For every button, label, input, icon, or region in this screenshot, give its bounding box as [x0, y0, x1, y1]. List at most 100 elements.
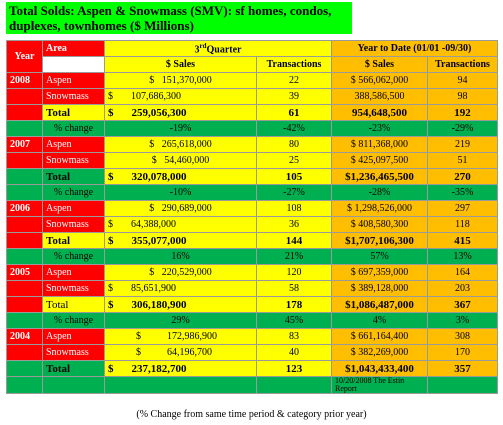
area-header: Area: [42, 40, 105, 57]
table-row: Total $306,180,900 178 $1,086,487,000 36…: [6, 296, 498, 313]
q3-sales-cell: -19%: [104, 120, 257, 137]
q3-sales-cell: $172,986,900: [104, 328, 257, 345]
year-cell: [6, 232, 43, 249]
table-row: 10/20/2008 The Estin Report: [6, 376, 498, 394]
area-cell: Snowmass: [42, 152, 105, 169]
ytd-sales-cell: 57%: [331, 248, 428, 265]
currency-symbol: $: [350, 331, 356, 342]
year-header: Year: [6, 40, 43, 73]
q3-sales-cell: 29%: [104, 312, 257, 329]
ytd-tx-cell: 192: [427, 104, 498, 121]
q3-sales-value: 320,078,000: [131, 170, 187, 183]
ytd-tx-cell: 3%: [427, 312, 498, 329]
ytd-tx-cell: 203: [427, 280, 498, 297]
area-cell: % change: [42, 312, 105, 329]
ytd-tx-cell: 308: [427, 328, 498, 345]
ytd-tx-cell: 118: [427, 216, 498, 233]
ytd-sales-cell: $ 566,062,000: [331, 72, 428, 89]
q3-sales-cell: $ 151,370,000: [104, 72, 257, 89]
year-cell: [6, 296, 43, 313]
area-subheader-blank: [42, 56, 105, 73]
area-cell: Aspen: [42, 328, 105, 345]
ytd-tx-cell: 270: [427, 168, 498, 185]
q3-sales-cell: 16%: [104, 248, 257, 265]
table-row: Snowmass $107,686,300 39 388,586,500 98: [6, 88, 498, 105]
area-cell: Total: [42, 104, 105, 121]
ytd-sales-value: 566,062,000: [358, 75, 409, 86]
q3-tx-header: Transactions: [256, 56, 332, 73]
area-cell: Aspen: [42, 264, 105, 281]
area-cell: Snowmass: [42, 280, 105, 297]
q3-tx-cell: 83: [256, 328, 332, 345]
table-row: Total $259,056,300 61 954,648,500 192: [6, 104, 498, 121]
q3-tx-cell: 144: [256, 232, 332, 249]
q3-tx-cell: 120: [256, 264, 332, 281]
area-cell: Snowmass: [42, 216, 105, 233]
ytd-sales-cell: -23%: [331, 120, 428, 137]
q3-tx-cell: 45%: [256, 312, 332, 329]
ytd-sales-cell: $ 408,580,300: [331, 216, 428, 233]
year-cell: 2005: [6, 264, 43, 281]
q3-sales-value: 237,182,700: [131, 362, 187, 375]
q3-sales-value: 107,686,300: [131, 91, 181, 102]
ytd-sales-cell: $ 811,368,000: [331, 136, 428, 153]
table-row: Total $355,077,000 144 $1,707,106,300 41…: [6, 232, 498, 249]
q3-sales-cell: $107,686,300: [104, 88, 257, 105]
q3-tx-cell: 178: [256, 296, 332, 313]
ytd-sales-cell: $ 425,097,500: [331, 152, 428, 169]
area-cell: % change: [42, 184, 105, 201]
year-cell: [6, 152, 43, 169]
ytd-sales-value: 1,298,526,000: [354, 203, 413, 214]
currency-symbol: $: [108, 234, 114, 247]
currency-symbol: $: [108, 91, 113, 102]
q3-tx-cell: -27%: [256, 184, 332, 201]
currency-symbol: $: [347, 203, 352, 214]
currency-symbol: $: [108, 219, 113, 230]
currency-symbol: $: [108, 298, 114, 311]
ytd-tx-cell: [427, 376, 498, 394]
currency-symbol: $: [350, 155, 356, 166]
currency-symbol: $: [350, 283, 356, 294]
year-cell: 2004: [6, 328, 43, 345]
q3-sales-cell: -10%: [104, 184, 257, 201]
ytd-tx-cell: -35%: [427, 184, 498, 201]
ytd-sales-cell: $1,086,487,000: [331, 296, 428, 313]
ytd-sales-cell: $ 389,128,000: [331, 280, 428, 297]
year-cell: [6, 88, 43, 105]
currency-symbol: $: [149, 139, 155, 150]
ytd-sales-cell: $1,707,106,300: [331, 232, 428, 249]
q3-tx-cell: -42%: [256, 120, 332, 137]
q3-header: 3rdQuarter: [104, 40, 332, 57]
ytd-sales-cell: 4%: [331, 312, 428, 329]
q3-sales-value: 64,388,000: [131, 219, 176, 230]
year-cell: [6, 376, 43, 394]
q3-tx-cell: 36: [256, 216, 332, 233]
currency-symbol: $: [108, 362, 114, 375]
ytd-sales-value: 408,580,300: [358, 219, 409, 230]
q3-sales-cell: $85,651,900: [104, 280, 257, 297]
q3-sales-value: 151,370,000: [161, 75, 212, 86]
year-cell: [6, 216, 43, 233]
ytd-tx-cell: 297: [427, 200, 498, 217]
currency-symbol: $: [350, 75, 356, 86]
ytd-sales-cell: 954,648,500: [331, 104, 428, 121]
area-cell: Total: [42, 232, 105, 249]
q3-sales-cell: $ 290,689,000: [104, 200, 257, 217]
q3-sales-value: 85,651,900: [131, 283, 176, 294]
ytd-tx-cell: 94: [427, 72, 498, 89]
q3-tx-cell: 22: [256, 72, 332, 89]
q3-sales-value: 259,056,300: [131, 106, 187, 119]
ytd-sales-header: $ Sales: [331, 56, 428, 73]
q3-tx-cell: 25: [256, 152, 332, 169]
q3-sales-cell: $ 54,460,000: [104, 152, 257, 169]
area-cell: Aspen: [42, 200, 105, 217]
q3-sales-value: 220,529,000: [161, 267, 212, 278]
ytd-tx-cell: 219: [427, 136, 498, 153]
q3-tx-cell: 80: [256, 136, 332, 153]
year-cell: [6, 184, 43, 201]
table-row: 2005 Aspen $ 220,529,000 120 $ 697,359,0…: [6, 264, 498, 281]
currency-symbol: $: [149, 267, 155, 278]
q3-sales-cell: $64,388,000: [104, 216, 257, 233]
ytd-tx-cell: 164: [427, 264, 498, 281]
year-cell: 2006: [6, 200, 43, 217]
